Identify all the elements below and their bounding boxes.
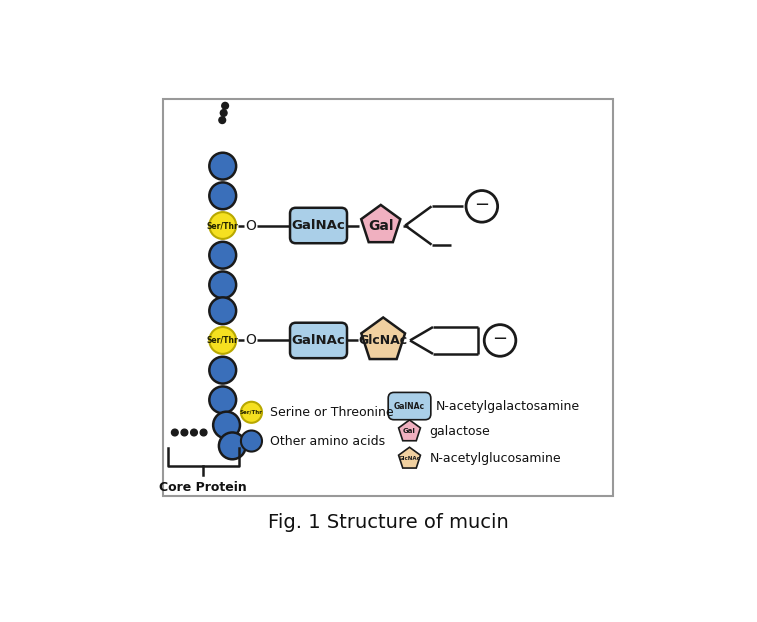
Circle shape: [213, 412, 240, 439]
Circle shape: [210, 357, 236, 384]
FancyBboxPatch shape: [163, 98, 613, 496]
Circle shape: [172, 429, 178, 436]
Circle shape: [210, 271, 236, 299]
Circle shape: [210, 153, 236, 180]
Text: Ser/Thr: Ser/Thr: [240, 410, 263, 415]
Text: N-acetylgalactosamine: N-acetylgalactosamine: [436, 399, 580, 412]
Circle shape: [191, 429, 198, 436]
Text: Other amino acids: Other amino acids: [269, 435, 385, 448]
Polygon shape: [399, 420, 420, 441]
Text: −: −: [475, 197, 489, 215]
Text: Core Protein: Core Protein: [159, 481, 247, 494]
Text: GlcNAc: GlcNAc: [359, 334, 408, 347]
Circle shape: [210, 386, 236, 413]
Text: Ser/Thr: Ser/Thr: [207, 336, 238, 345]
Text: GalNAc: GalNAc: [291, 219, 345, 232]
Text: −: −: [493, 330, 508, 348]
Text: galactose: galactose: [430, 425, 491, 438]
Text: Gal: Gal: [403, 429, 416, 434]
Text: GlcNAc: GlcNAc: [399, 457, 420, 462]
Circle shape: [210, 212, 236, 239]
Polygon shape: [361, 317, 405, 359]
Circle shape: [210, 182, 236, 209]
Circle shape: [219, 117, 226, 124]
Text: Ser/Thr: Ser/Thr: [207, 221, 238, 230]
Text: Gal: Gal: [368, 218, 394, 233]
Circle shape: [222, 103, 229, 109]
Text: O: O: [245, 333, 256, 348]
FancyBboxPatch shape: [388, 392, 431, 420]
Text: N-acetylglucosamine: N-acetylglucosamine: [430, 452, 561, 465]
FancyBboxPatch shape: [290, 323, 347, 358]
Circle shape: [484, 325, 516, 356]
FancyBboxPatch shape: [290, 208, 347, 243]
Circle shape: [241, 430, 262, 452]
Text: O: O: [245, 218, 256, 233]
Text: GalNAc: GalNAc: [394, 402, 425, 411]
Circle shape: [466, 190, 497, 222]
Polygon shape: [399, 447, 420, 468]
Circle shape: [241, 402, 262, 423]
Polygon shape: [361, 205, 400, 242]
Circle shape: [210, 327, 236, 354]
Circle shape: [210, 242, 236, 269]
Circle shape: [200, 429, 207, 436]
Text: GalNAc: GalNAc: [291, 334, 345, 347]
Text: Fig. 1 Structure of mucin: Fig. 1 Structure of mucin: [267, 513, 509, 532]
Circle shape: [210, 297, 236, 324]
Text: Serine or Threonine: Serine or Threonine: [269, 406, 394, 419]
Circle shape: [219, 432, 246, 459]
Circle shape: [181, 429, 188, 436]
Circle shape: [220, 109, 227, 116]
